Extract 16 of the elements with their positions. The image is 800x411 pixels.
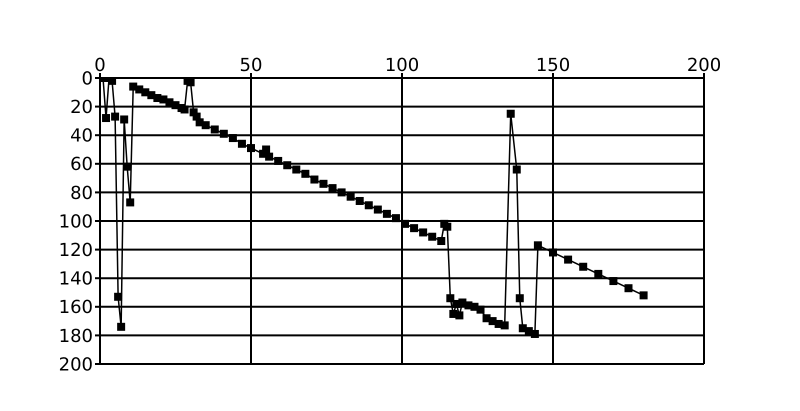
x-tick-label: 50 [240,55,262,76]
y-tick-label: 80 [70,182,93,204]
y-tick-label: 0 [82,68,93,90]
y-tick-label: 20 [70,96,93,118]
y-tick-label: 140 [58,268,93,290]
y-tick-label: 200 [58,354,93,376]
x-tick-label: 100 [384,55,420,76]
y-tick-label: 160 [58,297,93,318]
x-tick-label: 150 [536,55,570,76]
x-tick-label: 200 [686,55,722,76]
y-tick-label: 120 [58,240,93,261]
y-tick-label: 40 [70,126,93,147]
y-tick-label: 100 [58,211,93,232]
x-tick-label: 0 [94,55,106,76]
y-tick-label: 60 [70,154,93,176]
y-tick-label: 180 [58,326,93,347]
